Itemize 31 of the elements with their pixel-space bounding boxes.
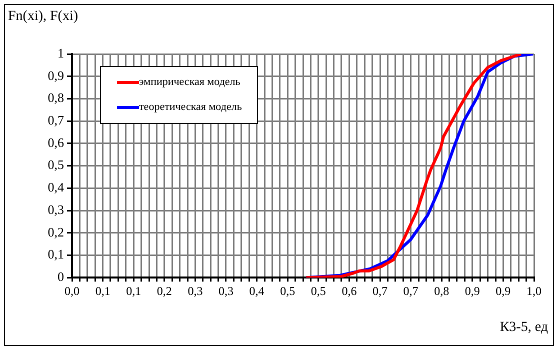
y-tick-label: 0,7 xyxy=(48,112,64,128)
x-tick-label: 0,2 xyxy=(156,284,172,298)
x-tick-label: 1,0 xyxy=(526,284,542,298)
y-tick-label: 0,3 xyxy=(48,202,64,217)
x-tick-label: 0,1 xyxy=(126,284,142,298)
x-tick-label: 0,3 xyxy=(218,284,234,298)
x-axis-title: К3-5, ед xyxy=(500,320,548,336)
y-tick-label: 0,6 xyxy=(48,134,64,150)
x-tick-label: 0,0 xyxy=(64,284,80,298)
x-tick-label: 0,7 xyxy=(372,284,388,298)
x-tick-label: 0,3 xyxy=(188,284,203,298)
y-tick-label: 0,1 xyxy=(48,246,64,262)
y-tick-label: 0,2 xyxy=(48,224,64,240)
y-tick-label: 0,9 xyxy=(48,68,64,83)
x-tick-label: 0,8 xyxy=(434,284,450,298)
legend-label: теоретическая модель xyxy=(139,100,242,115)
y-axis-title: Fn(xi), F(xi) xyxy=(8,9,78,25)
x-tick-label: 0,6 xyxy=(342,284,357,298)
x-tick-label: 0,4 xyxy=(249,284,264,298)
x-tick-label: 0,5 xyxy=(310,284,326,298)
x-tick-label: 0,7 xyxy=(403,284,418,298)
x-tick-label: 0,1 xyxy=(95,284,110,298)
y-tick-label: 1 xyxy=(58,45,64,60)
y-tick-label: 0,8 xyxy=(48,90,64,106)
y-tick-label: 0 xyxy=(58,269,64,284)
x-tick-label: 0,5 xyxy=(280,284,296,298)
y-tick-label: 0,5 xyxy=(48,157,64,172)
x-tick-label: 0,9 xyxy=(496,284,511,298)
y-tick-label: 0,4 xyxy=(48,180,64,195)
x-tick-label: 0,9 xyxy=(464,284,480,298)
legend-label: эмпирическая модель xyxy=(139,75,240,90)
